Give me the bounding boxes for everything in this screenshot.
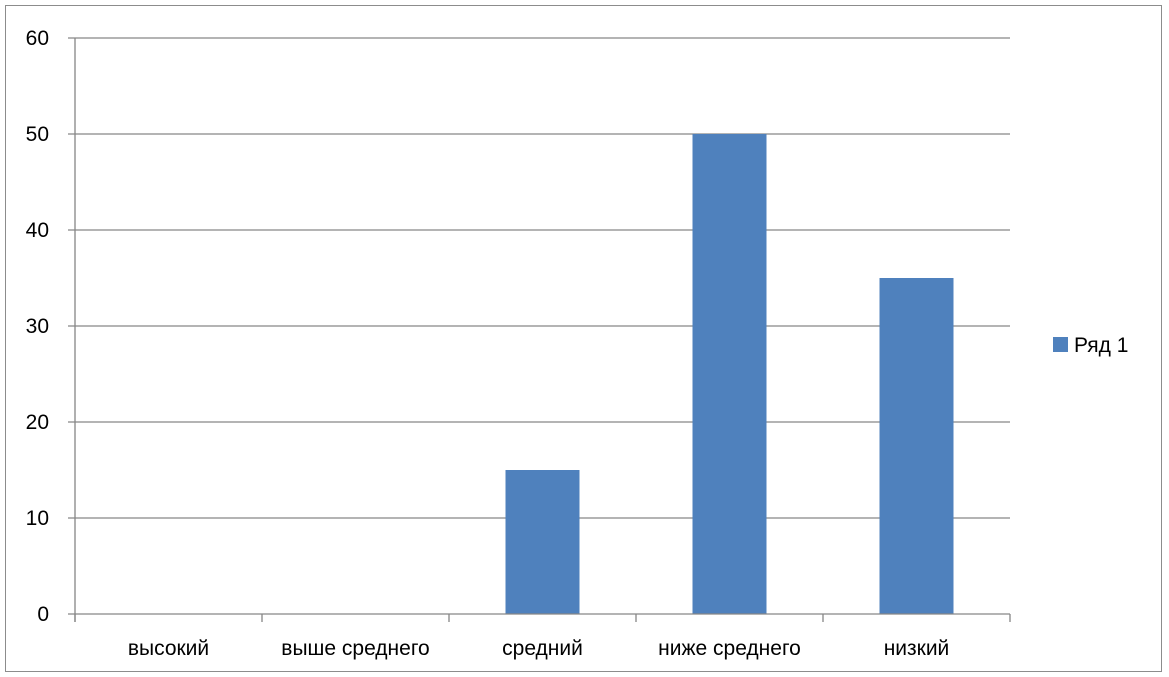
bar-2	[505, 470, 580, 614]
y-tick-label: 20	[26, 411, 49, 434]
x-category-label: выше среднего	[281, 637, 429, 660]
legend: Ряд 1	[1053, 334, 1128, 357]
x-category-label: низкий	[884, 637, 950, 660]
chart-frame	[5, 5, 1162, 672]
legend-label-series-1: Ряд 1	[1074, 334, 1128, 357]
y-tick-label: 40	[26, 219, 49, 242]
x-category-label: высокий	[128, 637, 209, 660]
y-tick-label: 50	[26, 123, 49, 146]
gridlines	[68, 37, 1010, 519]
x-axis-category-labels: высокий выше среднего средний ниже среднего…	[128, 637, 949, 660]
x-category-label: средний	[502, 637, 583, 660]
bar-3	[692, 134, 767, 614]
y-tick-label: 10	[26, 507, 49, 530]
x-axis	[68, 38, 1011, 622]
y-axis-tick-labels: 0 10 20 30 40 50 60	[26, 27, 49, 626]
legend-swatch-series-1	[1053, 337, 1068, 352]
x-category-label: ниже среднего	[658, 637, 801, 660]
bar-4	[879, 278, 954, 614]
y-tick-label: 60	[26, 27, 49, 50]
bars	[505, 134, 954, 614]
y-tick-label: 0	[37, 603, 49, 626]
y-tick-label: 30	[26, 315, 49, 338]
